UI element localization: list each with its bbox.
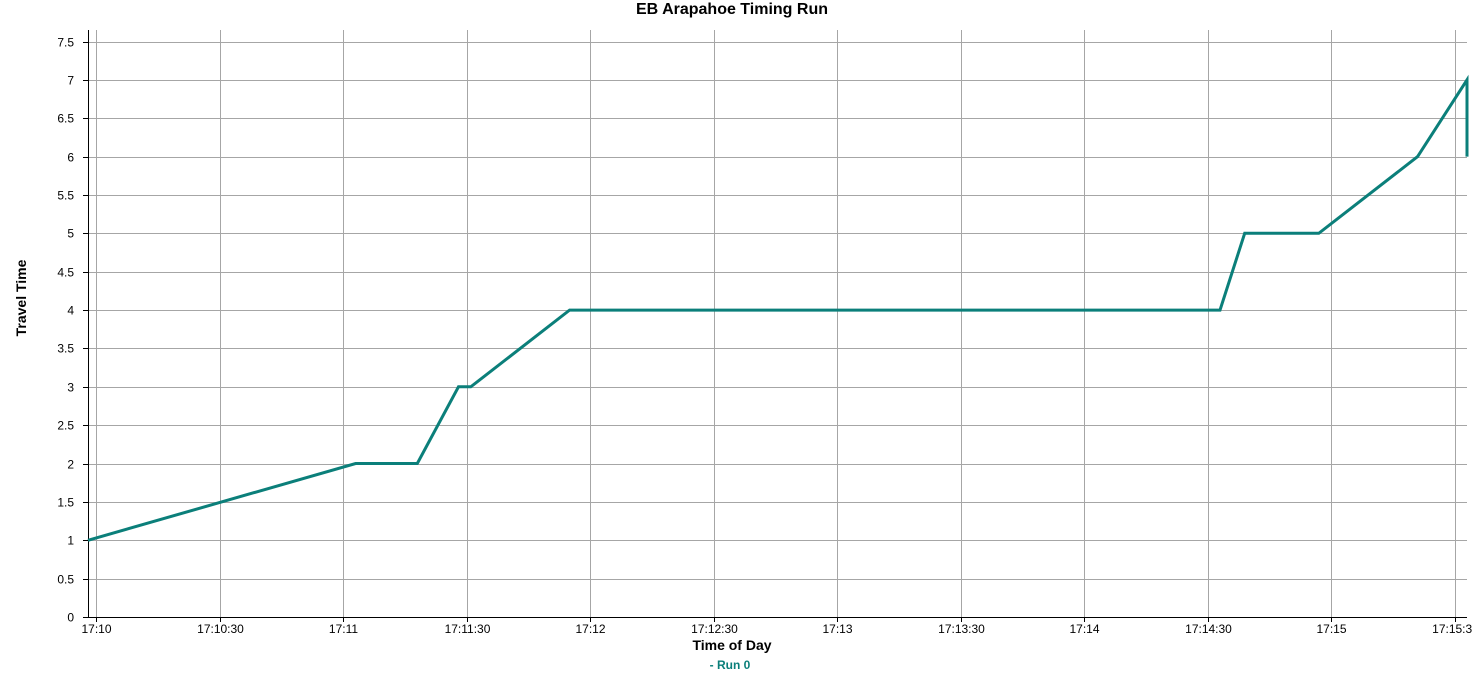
y-tick-label: 7: [67, 74, 74, 88]
x-tick-label: 17:13: [822, 622, 852, 636]
x-tick-label: 17:15:30: [1432, 622, 1472, 636]
axes: [83, 30, 1467, 622]
y-tick-label: 4.5: [57, 266, 74, 280]
series-line-0: [87, 74, 1469, 542]
y-tick-label: 6.5: [57, 112, 74, 126]
x-tick-label: 17:14: [1069, 622, 1099, 636]
grid-lines: [88, 30, 1467, 617]
y-tick-label: 3.5: [57, 342, 74, 356]
x-tick-labels: 17:10 17:10:30 17:11 17:11:30 17:12 17:12:30 1…: [81, 622, 1472, 636]
y-tick-label: 2.5: [57, 419, 74, 433]
y-tick-label: 5.5: [57, 189, 74, 203]
x-tick-label: 17:15: [1316, 622, 1346, 636]
x-axis-label: Time of Day: [692, 637, 771, 653]
y-axis-label: Travel Time: [13, 259, 29, 336]
x-tick-label: 17:10:30: [197, 622, 244, 636]
x-tick-label: 17:11: [329, 622, 358, 636]
y-tick-labels: 0 0.5 1 1.5 2 2.5 3 3.5 4 4.5 5 5.5 6 6.5 7 7.5: [57, 36, 74, 625]
x-tick-label: 17:14:30: [1185, 622, 1232, 636]
chart-title: EB Arapahoe Timing Run: [636, 1, 828, 18]
y-tick-label: 1: [67, 534, 74, 548]
y-tick-label: 5: [67, 227, 74, 241]
x-tick-label: 17:12: [575, 622, 605, 636]
series-lines: [87, 74, 1469, 542]
y-tick-label: 0: [67, 611, 74, 625]
y-tick-label: 7.5: [57, 36, 74, 50]
y-tick-label: 0.5: [57, 573, 74, 587]
x-tick-label: 17:10: [81, 622, 111, 636]
y-tick-label: 4: [67, 304, 74, 318]
y-tick-label: 3: [67, 381, 74, 395]
y-tick-label: 1.5: [57, 496, 74, 510]
legend-item-run-0[interactable]: - Run 0: [710, 658, 751, 672]
y-tick-label: 2: [67, 458, 74, 472]
x-tick-label: 17:11:30: [445, 622, 491, 636]
x-tick-label: 17:13:30: [938, 622, 985, 636]
x-tick-label: 17:12:30: [691, 622, 738, 636]
y-tick-label: 6: [67, 151, 74, 165]
